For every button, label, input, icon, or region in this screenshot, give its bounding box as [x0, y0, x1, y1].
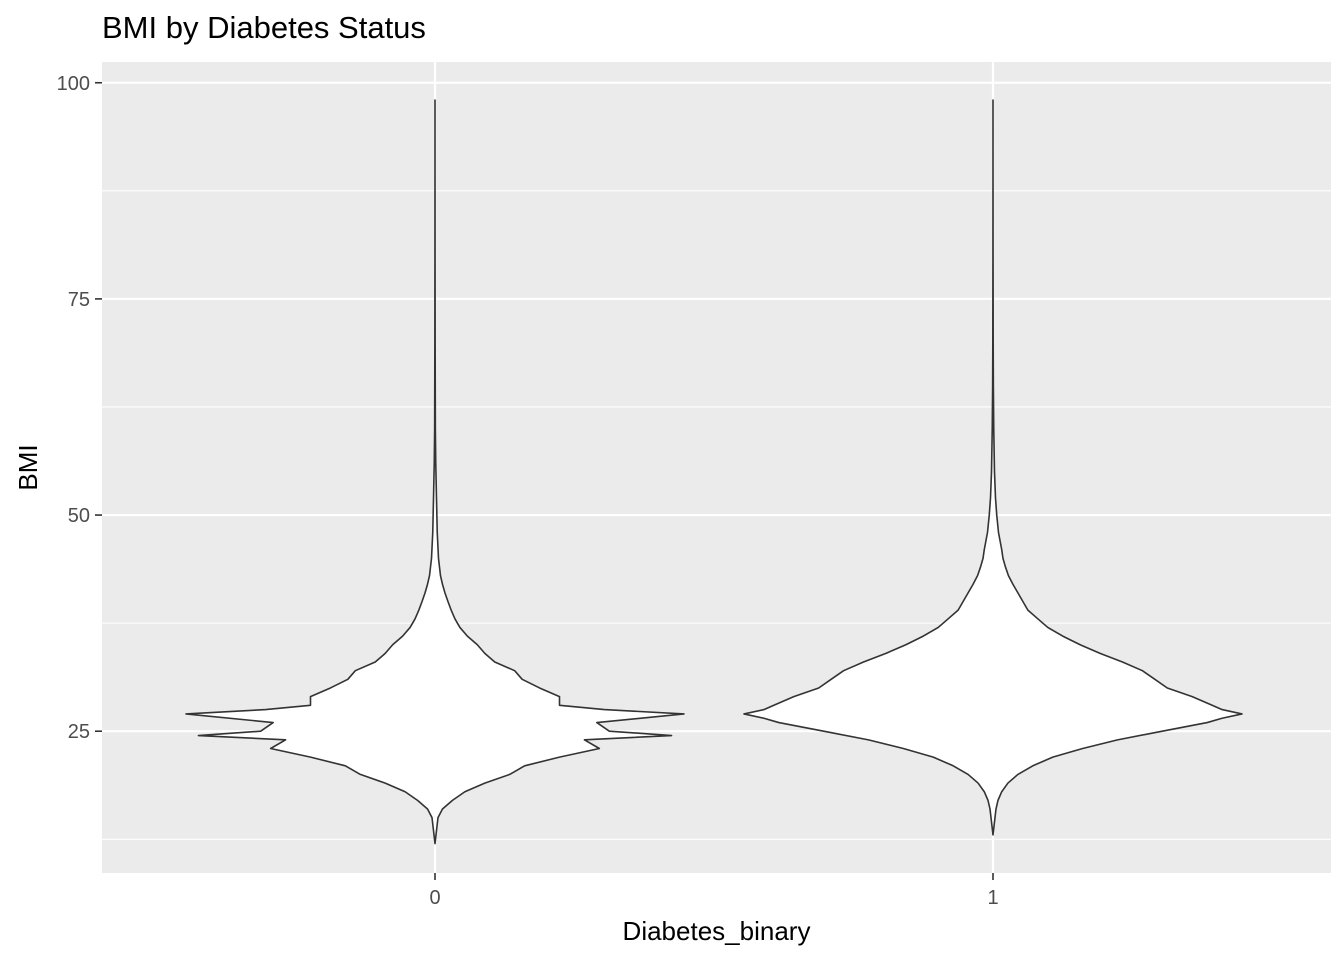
y-tick-label: 25	[68, 721, 90, 743]
x-tick-label: 0	[429, 887, 440, 909]
y-axis-title: BMI	[13, 444, 43, 490]
x-tick-label: 1	[987, 887, 998, 909]
minor-gridlines	[102, 190, 1331, 840]
chart-title: BMI by Diabetes Status	[102, 10, 426, 45]
y-tick-label: 75	[68, 289, 90, 311]
y-axis: 25 50 75 100	[57, 73, 102, 743]
y-tick-label: 100	[57, 73, 90, 95]
violin-0	[185, 99, 685, 845]
x-axis-title: Diabetes_binary	[623, 916, 811, 946]
y-tick-label: 50	[68, 505, 90, 527]
violin-1	[743, 99, 1243, 836]
violins	[185, 99, 1243, 845]
